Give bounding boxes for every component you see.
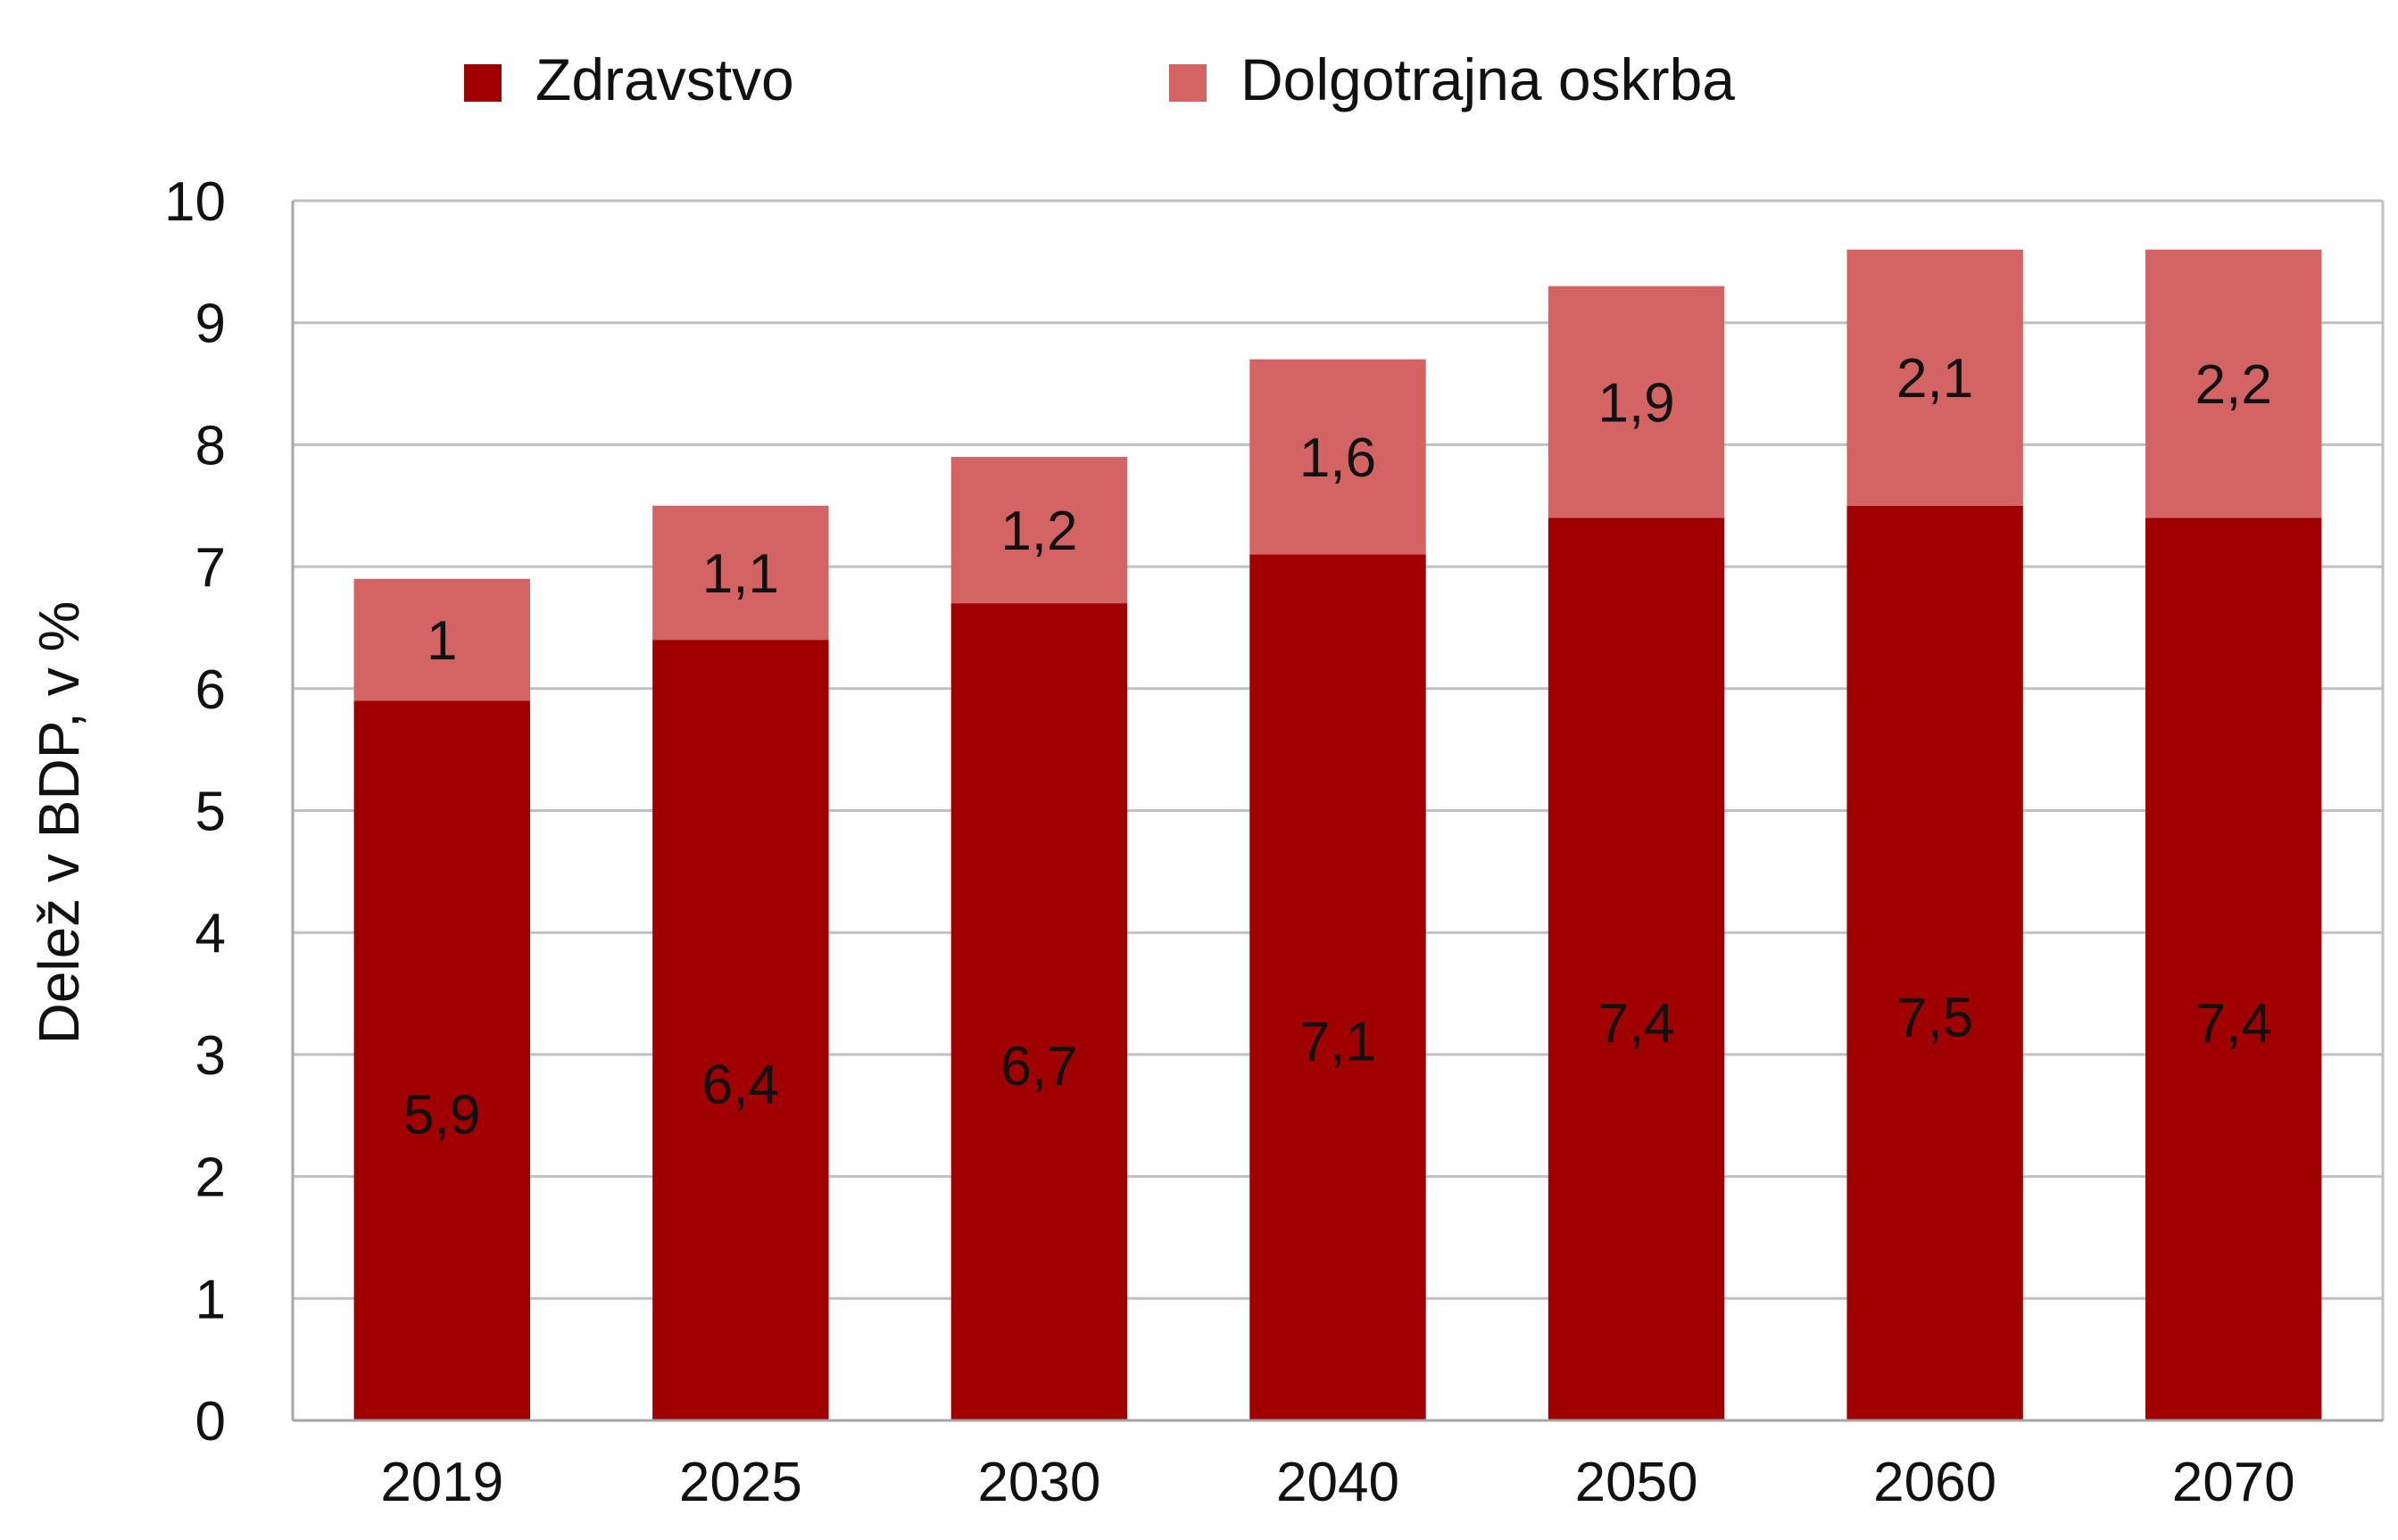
x-tick-label: 2019 bbox=[380, 1452, 503, 1513]
y-axis-title: Delež v BDP, v % bbox=[27, 601, 91, 1045]
x-tick-label: 2030 bbox=[977, 1452, 1100, 1513]
legend: Zdravstvo Dolgotrajna oskrba bbox=[464, 46, 1735, 112]
bar-zdravstvo bbox=[1249, 554, 1426, 1420]
y-tick-label: 10 bbox=[164, 171, 226, 233]
bar-zdravstvo bbox=[1547, 517, 1725, 1420]
legend-label: Zdravstvo bbox=[535, 46, 794, 112]
y-tick-label: 6 bbox=[195, 659, 226, 721]
data-label: 7,4 bbox=[2195, 993, 2272, 1055]
bar-zdravstvo bbox=[2145, 517, 2322, 1420]
data-label: 7,1 bbox=[1299, 1012, 1376, 1073]
bar-zdravstvo bbox=[652, 640, 829, 1420]
data-label: 2,2 bbox=[2195, 354, 2272, 416]
bar-dolgotrajna-oskrba bbox=[950, 457, 1128, 604]
bar-zdravstvo bbox=[353, 700, 530, 1420]
y-tick-label: 8 bbox=[195, 415, 226, 476]
data-label: 7,5 bbox=[1896, 987, 1973, 1048]
x-tick-label: 2040 bbox=[1276, 1452, 1399, 1513]
y-tick-label: 2 bbox=[195, 1147, 226, 1209]
axes: 0 1 2 3 4 5 6 7 8 9 10 2019 2025 2030 2040 2050 2060 2070 bbox=[164, 171, 2385, 1513]
legend-label: Dolgotrajna oskrba bbox=[1240, 46, 1735, 112]
x-tick-label: 2070 bbox=[2172, 1452, 2295, 1513]
y-tick-label: 3 bbox=[195, 1025, 226, 1087]
bar-zdravstvo bbox=[1846, 505, 2023, 1420]
y-tick-label: 1 bbox=[195, 1269, 226, 1330]
data-label: 1 bbox=[427, 610, 457, 672]
bar-dolgotrajna-oskrba bbox=[353, 578, 530, 701]
y-tick-label: 5 bbox=[195, 782, 226, 843]
legend-swatch bbox=[1169, 64, 1207, 102]
data-label: 6,4 bbox=[702, 1055, 779, 1116]
legend-swatch bbox=[464, 64, 502, 102]
y-tick-label: 4 bbox=[195, 903, 226, 965]
bars bbox=[353, 249, 2322, 1420]
data-label: 7,4 bbox=[1597, 993, 1674, 1055]
data-label: 5,9 bbox=[403, 1085, 480, 1147]
bar-dolgotrajna-oskrba bbox=[1846, 249, 2023, 506]
data-labels: 5,9 1 6,4 1,1 6,7 1,2 7,1 1,6 7,4 1,9 7,5 2,1 7,4 2,2 bbox=[403, 348, 2272, 1147]
data-label: 1,6 bbox=[1299, 427, 1376, 489]
data-label: 1,9 bbox=[1597, 373, 1674, 435]
data-label: 1,2 bbox=[1000, 501, 1077, 562]
bar-dolgotrajna-oskrba bbox=[1547, 286, 1725, 518]
bar-dolgotrajna-oskrba bbox=[1249, 359, 1426, 555]
bar-dolgotrajna-oskrba bbox=[2145, 249, 2322, 518]
bar-dolgotrajna-oskrba bbox=[652, 505, 829, 641]
data-label: 1,1 bbox=[702, 543, 779, 605]
y-tick-label: 0 bbox=[195, 1391, 226, 1453]
x-tick-label: 2025 bbox=[679, 1452, 802, 1513]
y-tick-label: 9 bbox=[195, 294, 226, 355]
x-tick-label: 2060 bbox=[1873, 1452, 1996, 1513]
bar-zdravstvo bbox=[950, 603, 1128, 1420]
data-label: 2,1 bbox=[1896, 348, 1973, 410]
x-tick-label: 2050 bbox=[1575, 1452, 1698, 1513]
data-label: 6,7 bbox=[1000, 1036, 1077, 1097]
y-tick-label: 7 bbox=[195, 537, 226, 599]
